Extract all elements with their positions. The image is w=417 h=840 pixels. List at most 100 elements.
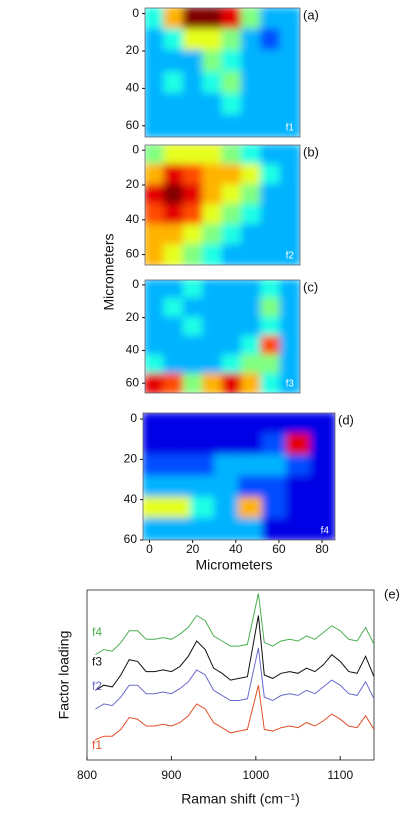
heat-cell xyxy=(262,413,288,436)
heat-cell xyxy=(145,297,166,319)
heat-cell xyxy=(310,517,335,540)
heat-cell xyxy=(240,50,263,74)
heat-cell xyxy=(240,316,263,338)
heat-cell xyxy=(202,164,224,186)
heat-cell xyxy=(260,114,282,137)
heat-cell xyxy=(182,354,205,376)
heat-cell xyxy=(221,71,243,95)
heatmap xyxy=(145,280,300,393)
heat-cell xyxy=(260,224,282,246)
y-tick-label: 0 xyxy=(132,6,139,20)
heat-cell xyxy=(260,8,282,31)
heat-cell xyxy=(279,184,300,206)
series-label: f3 xyxy=(92,654,102,668)
y-tick-label: 20 xyxy=(126,310,140,324)
heat-cell xyxy=(145,244,166,265)
heat-cell xyxy=(260,316,282,338)
heat-cell xyxy=(240,373,263,393)
heat-cell xyxy=(279,354,300,376)
heat-cell xyxy=(260,164,282,186)
heatmap xyxy=(145,8,300,137)
heat-cell xyxy=(260,204,282,226)
heat-cell xyxy=(279,297,300,319)
heat-cell xyxy=(221,224,243,246)
heat-cell xyxy=(143,413,168,436)
y-tick-label: 40 xyxy=(126,343,140,357)
heat-cell xyxy=(221,93,243,117)
heat-cell xyxy=(202,280,224,300)
heat-cell xyxy=(221,8,243,31)
x-tick-label: 40 xyxy=(229,542,243,556)
heat-cell xyxy=(202,316,224,338)
heat-cell xyxy=(214,433,240,457)
heat-cell xyxy=(202,224,224,246)
heatmap xyxy=(143,413,335,540)
heat-cell xyxy=(238,454,264,478)
heat-cell xyxy=(221,244,243,265)
heat-cell xyxy=(238,475,264,499)
heat-cell xyxy=(163,297,185,319)
heat-cell xyxy=(202,93,224,117)
heat-cell xyxy=(202,145,224,166)
heat-cell xyxy=(262,517,288,540)
heat-cell xyxy=(279,335,300,357)
heat-cell xyxy=(221,204,243,226)
heat-cell xyxy=(182,8,205,31)
plot-frame xyxy=(86,589,375,761)
heat-cell xyxy=(143,454,168,478)
heat-cell xyxy=(202,354,224,376)
heat-cell xyxy=(182,114,205,137)
heat-cell xyxy=(262,433,288,457)
heat-cell xyxy=(163,93,185,117)
heat-cell xyxy=(240,114,263,137)
heat-cell xyxy=(202,204,224,226)
heat-cell xyxy=(163,244,185,265)
heat-cell xyxy=(202,184,224,206)
spectrum-line xyxy=(95,685,375,741)
heat-cell xyxy=(310,413,335,436)
heat-cell xyxy=(163,204,185,226)
x-tick-label: 80 xyxy=(315,542,329,556)
heat-cell xyxy=(286,475,312,499)
heat-cell xyxy=(240,335,263,357)
heat-cell xyxy=(240,297,263,319)
y-tick-label: 40 xyxy=(126,81,140,95)
heat-cell xyxy=(145,280,166,300)
y-tick-label: 60 xyxy=(126,118,140,132)
heat-cell xyxy=(240,164,263,186)
heat-cell xyxy=(240,145,263,166)
heat-cell xyxy=(182,297,205,319)
heat-cell xyxy=(182,204,205,226)
heat-cell xyxy=(279,280,300,300)
heat-cell xyxy=(214,475,240,499)
series-label: f1 xyxy=(92,738,102,752)
heat-cell xyxy=(279,316,300,338)
heat-cell xyxy=(221,28,243,52)
heat-cell xyxy=(163,114,185,137)
x-axis-label: Micrometers xyxy=(195,557,272,573)
heat-cell xyxy=(221,50,243,74)
heat-cell xyxy=(145,8,166,31)
heat-cell xyxy=(262,475,288,499)
map-label: f4 xyxy=(321,526,330,537)
heat-cell xyxy=(279,50,300,74)
heat-cell xyxy=(202,8,224,31)
heat-cell xyxy=(279,145,300,166)
heat-cell xyxy=(202,71,224,95)
panel-label: (d) xyxy=(338,412,354,427)
heat-cell xyxy=(202,335,224,357)
y-tick-label: 60 xyxy=(126,247,140,261)
heat-cell xyxy=(190,454,216,478)
heat-cell xyxy=(182,28,205,52)
heat-cell xyxy=(221,297,243,319)
heat-cell xyxy=(182,50,205,74)
x-tick-label: 900 xyxy=(161,768,181,782)
heat-cell xyxy=(279,373,300,393)
heat-cell xyxy=(238,433,264,457)
map-frame xyxy=(144,144,301,266)
heat-cell xyxy=(166,433,192,457)
heat-cell xyxy=(202,50,224,74)
y-tick-label: 60 xyxy=(126,375,140,389)
heat-cell xyxy=(145,50,166,74)
